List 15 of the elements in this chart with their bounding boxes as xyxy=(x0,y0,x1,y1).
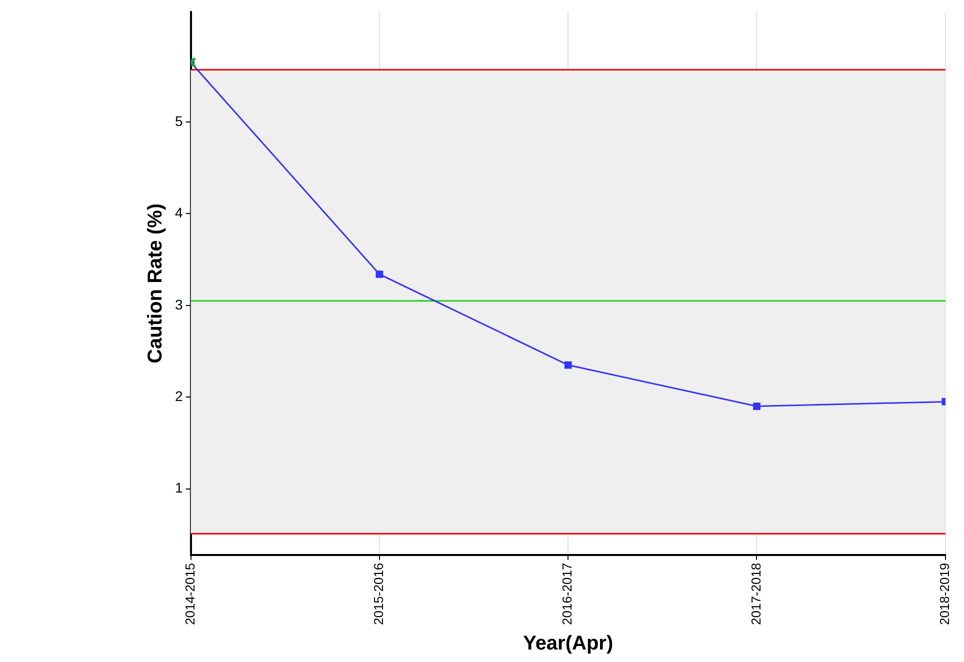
y-tick-label: 2 xyxy=(174,388,183,404)
x-tick-label: 2016-2017 xyxy=(560,562,575,626)
y-axis-title: Caution Rate (%) xyxy=(144,203,167,364)
y-tick-label: 3 xyxy=(174,296,183,312)
x-axis-title: Year(Apr) xyxy=(523,632,614,655)
y-tick-label: 1 xyxy=(174,480,183,496)
x-tick-label: 2014-2015 xyxy=(182,562,198,626)
y-tick-label: 5 xyxy=(174,112,183,129)
y-tick-label: 4 xyxy=(174,204,183,221)
x-tick-label: 2017-2018 xyxy=(748,562,764,626)
point xyxy=(753,402,760,410)
point xyxy=(376,270,384,278)
x-tick-label: 2015-2016 xyxy=(371,562,386,626)
x-tick-label: 2018-2019 xyxy=(936,562,952,626)
point xyxy=(564,361,572,369)
